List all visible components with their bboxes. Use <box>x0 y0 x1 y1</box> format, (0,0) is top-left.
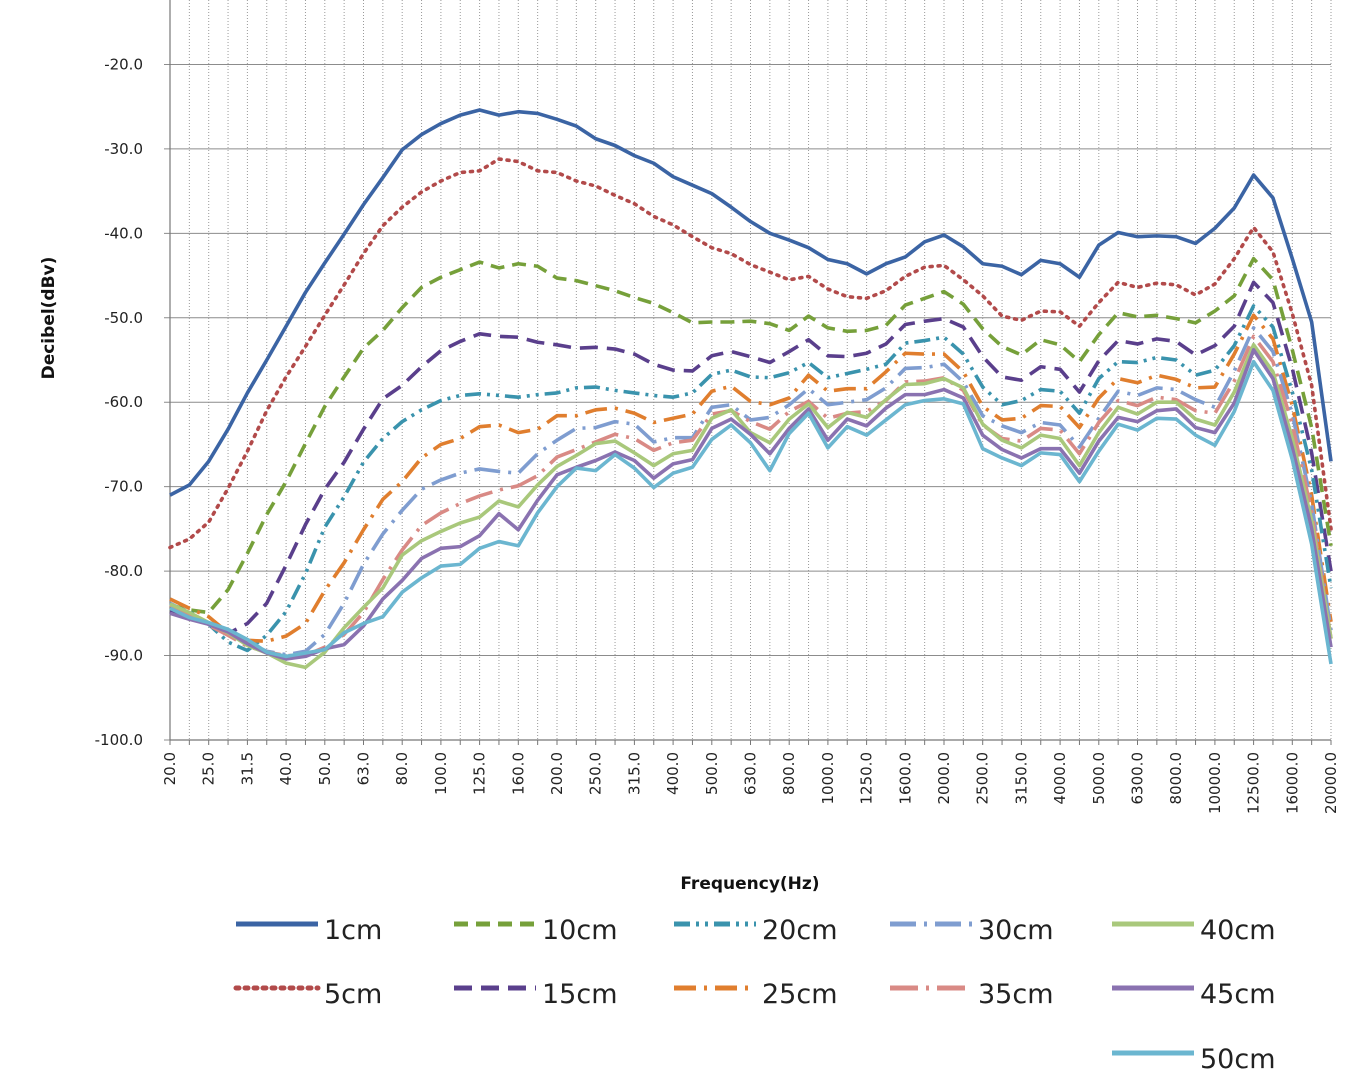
legend-label-30cm: 30cm <box>978 915 1054 946</box>
legend-label-50cm: 50cm <box>1200 1044 1276 1075</box>
x-tick-label: 250.0 <box>587 752 605 795</box>
legend-label-15cm: 15cm <box>542 979 618 1010</box>
series-line-15cm <box>169 280 1333 636</box>
x-tick-label: 40.0 <box>277 752 295 785</box>
y-tick-label: -30.0 <box>104 140 143 158</box>
x-tick-label: 200.0 <box>548 752 566 795</box>
series-line-20cm <box>169 304 1333 653</box>
x-tick-label: 25.0 <box>200 752 218 785</box>
series-line-30cm <box>169 326 1333 657</box>
x-axis-title: Frequency(Hz) <box>680 874 819 894</box>
legend-label-40cm: 40cm <box>1200 915 1276 946</box>
y-tick-label: -100.0 <box>95 731 143 749</box>
y-tick-label: -60.0 <box>104 393 143 411</box>
series-line-50cm <box>169 359 1333 665</box>
y-tick-label: -40.0 <box>104 224 143 242</box>
x-tick-label: 16000.0 <box>1283 752 1301 814</box>
x-tick-label: 315.0 <box>625 752 643 795</box>
legend: 1cm 5cm 10cm 15cm 20cm 25cm 30cm 35cm 40cm 45cm 50… <box>233 915 1276 1075</box>
legend-label-10cm: 10cm <box>542 915 618 946</box>
legend-label-5cm: 5cm <box>324 979 382 1010</box>
x-tick-label: 80.0 <box>393 752 411 785</box>
x-tick-label: 1600.0 <box>896 752 914 805</box>
x-tick-label: 20.0 <box>161 752 179 785</box>
series-line-1cm <box>169 108 1333 497</box>
x-tick-label: 5000.0 <box>1090 752 1108 805</box>
legend-label-25cm: 25cm <box>762 979 838 1010</box>
series-line-35cm <box>169 334 1333 658</box>
legend-label-20cm: 20cm <box>762 915 838 946</box>
x-tick-label: 500.0 <box>703 752 721 795</box>
legend-label-1cm: 1cm <box>324 915 382 946</box>
x-tick-label: 4000.0 <box>1051 752 1069 805</box>
x-tick-label: 160.0 <box>509 752 527 795</box>
x-tick-label: 1000.0 <box>819 752 837 805</box>
x-tick-label: 400.0 <box>664 752 682 795</box>
x-tick-label: 125.0 <box>471 752 489 795</box>
x-tick-label: 1250.0 <box>858 752 876 805</box>
x-tick-label: 63.0 <box>355 752 373 785</box>
x-tick-label: 6300.0 <box>1129 752 1147 805</box>
series-line-10cm <box>169 256 1333 615</box>
y-tick-label: -80.0 <box>104 562 143 580</box>
legend-label-45cm: 45cm <box>1200 979 1276 1010</box>
x-tick-label: 10000.0 <box>1206 752 1224 814</box>
x-tick-label: 2500.0 <box>974 752 992 805</box>
x-tick-label: 2000.0 <box>935 752 953 805</box>
x-tick-label: 800.0 <box>780 752 798 795</box>
y-tick-label: -50.0 <box>104 309 143 327</box>
x-tick-label: 50.0 <box>316 752 334 785</box>
x-tick-label: 31.5 <box>238 752 256 785</box>
x-tick-label: 100.0 <box>432 752 450 795</box>
x-tick-label: 12500.0 <box>1245 752 1263 814</box>
x-tick-label: 20000.0 <box>1322 752 1340 814</box>
x-tick-label: 3150.0 <box>1012 752 1030 805</box>
y-axis-title: Decibel(dBv) <box>39 257 59 380</box>
y-tick-label: -20.0 <box>104 55 143 73</box>
series-line-25cm <box>169 313 1333 644</box>
legend-label-35cm: 35cm <box>978 979 1054 1010</box>
y-tick-label: -90.0 <box>104 647 143 665</box>
series-lines <box>168 108 1333 670</box>
x-tick-labels: 20.0 25.0 31.5 40.0 50.0 63.0 80.0 100.0 125.0 16… <box>161 740 1340 814</box>
series-line-45cm <box>169 348 1333 661</box>
y-tick-label: -70.0 <box>104 478 143 496</box>
series-line-5cm <box>168 157 1333 550</box>
y-gridlines <box>164 63 1331 741</box>
y-tick-labels: -100.0 -90.0 -80.0 -70.0 -60.0 -50.0 -40.0 -30.… <box>95 55 143 749</box>
x-tick-label: 8000.0 <box>1167 752 1185 805</box>
x-tick-label: 630.0 <box>742 752 760 795</box>
